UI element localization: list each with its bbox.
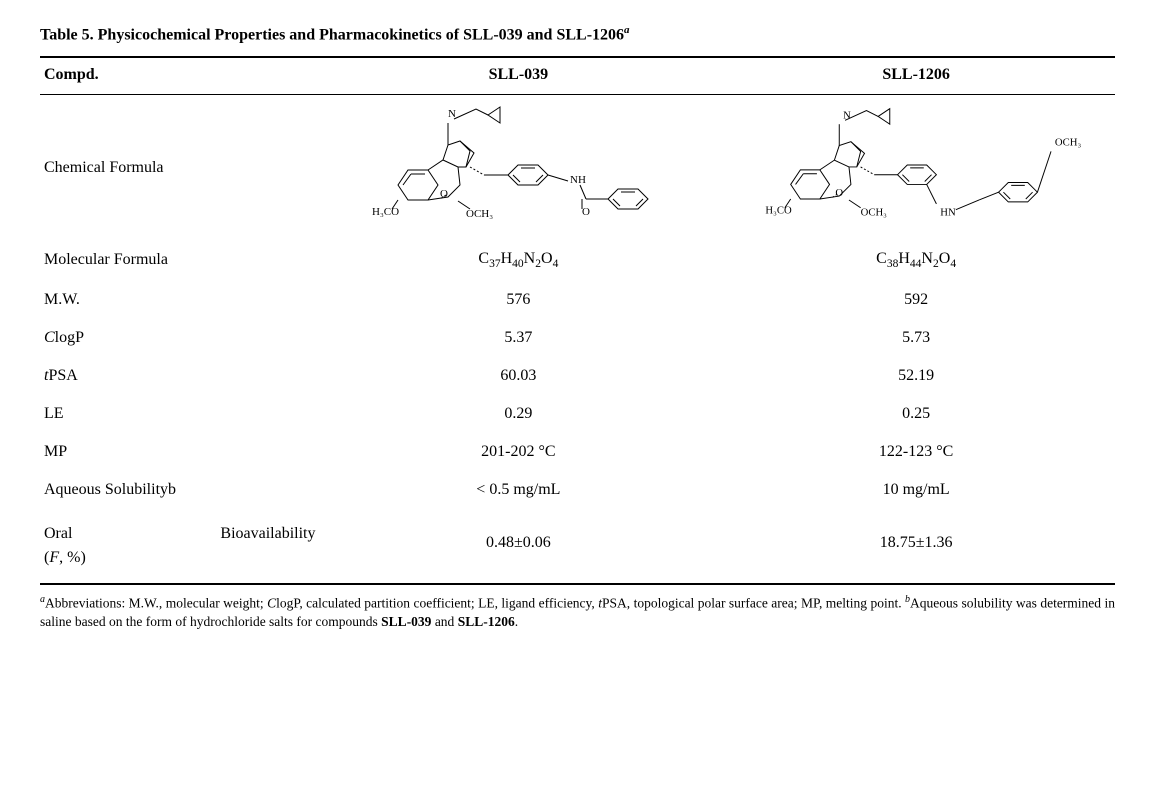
- table-row: M.W.576592: [40, 281, 1115, 319]
- table-row: Aqueous Solubilityb< 0.5 mg/mL10 mg/mL: [40, 471, 1115, 509]
- row-value-sll1206: 0.25: [717, 395, 1115, 433]
- row-label: tPSA: [40, 357, 320, 395]
- row-value-sll039: 201-202 °C: [320, 433, 718, 471]
- table-row: Molecular FormulaC37H40N2O4C38H44N2O4: [40, 240, 1115, 280]
- table-row: Chemical Formula: [40, 95, 1115, 241]
- svg-text:O: O: [835, 187, 843, 199]
- row-label: M.W.: [40, 281, 320, 319]
- svg-text:N: N: [448, 108, 456, 120]
- table-row: LE0.290.25: [40, 395, 1115, 433]
- row-value-sll1206: 122-123 °C: [717, 433, 1115, 471]
- structure-sll039: H₃CO OCH₃ N O NH O: [348, 105, 688, 225]
- row-label: Aqueous Solubilityb: [40, 471, 320, 509]
- caption-text: Table 5. Physicochemical Properties and …: [40, 26, 624, 43]
- properties-table: Compd. SLL-039 SLL-1206 Chemical Formula: [40, 56, 1115, 585]
- table-row: MP201-202 °C122-123 °C: [40, 433, 1115, 471]
- svg-text:H₃CO: H₃CO: [766, 205, 793, 217]
- col-sll1206: SLL-1206: [717, 57, 1115, 95]
- row-value-sll039: 0.29: [320, 395, 718, 433]
- svg-text:H₃CO: H₃CO: [372, 206, 399, 218]
- row-value-sll039: 576: [320, 281, 718, 319]
- table-row: OralBioavailability(F, %)0.48±0.0618.75±…: [40, 509, 1115, 584]
- row-label: MP: [40, 433, 320, 471]
- svg-text:O: O: [582, 206, 590, 218]
- row-value-sll039: 5.37: [320, 319, 718, 357]
- row-value-sll1206: 10 mg/mL: [717, 471, 1115, 509]
- table-row: ClogP5.375.73: [40, 319, 1115, 357]
- row-value-sll1206: 52.19: [717, 357, 1115, 395]
- row-value-sll1206: C38H44N2O4: [717, 240, 1115, 280]
- col-compd: Compd.: [40, 57, 320, 95]
- row-value-sll1206: 592: [717, 281, 1115, 319]
- row-value-sll039: H₃CO OCH₃ N O NH O: [320, 95, 718, 241]
- structure-svg: H₃CO OCH₃ N O HN OCH₃: [746, 105, 1086, 225]
- table-header-row: Compd. SLL-039 SLL-1206: [40, 57, 1115, 95]
- svg-text:OCH₃: OCH₃: [861, 207, 888, 219]
- row-value-sll039: 60.03: [320, 357, 718, 395]
- structure-svg: H₃CO OCH₃ N O NH O: [348, 105, 688, 225]
- table-row: tPSA60.0352.19: [40, 357, 1115, 395]
- table-footnote: aAbbreviations: M.W., molecular weight; …: [40, 593, 1115, 631]
- row-label: ClogP: [40, 319, 320, 357]
- svg-text:OCH₃: OCH₃: [466, 208, 493, 220]
- col-sll039: SLL-039: [320, 57, 718, 95]
- row-label: LE: [40, 395, 320, 433]
- structure-sll1206: H₃CO OCH₃ N O HN OCH₃: [746, 105, 1086, 225]
- row-value-sll1206: 18.75±1.36: [717, 509, 1115, 584]
- svg-text:HN: HN: [940, 207, 956, 219]
- svg-text:OCH₃: OCH₃: [1055, 137, 1082, 149]
- row-label: OralBioavailability(F, %): [40, 509, 320, 584]
- svg-text:N: N: [843, 110, 851, 122]
- row-value-sll039: C37H40N2O4: [320, 240, 718, 280]
- row-label: Molecular Formula: [40, 240, 320, 280]
- row-value-sll039: 0.48±0.06: [320, 509, 718, 584]
- table-caption: Table 5. Physicochemical Properties and …: [40, 24, 1115, 44]
- row-label: Chemical Formula: [40, 95, 320, 241]
- svg-text:O: O: [440, 188, 448, 200]
- row-value-sll1206: 5.73: [717, 319, 1115, 357]
- caption-sup: a: [624, 24, 630, 36]
- row-value-sll1206: H₃CO OCH₃ N O HN OCH₃: [717, 95, 1115, 241]
- row-value-sll039: < 0.5 mg/mL: [320, 471, 718, 509]
- svg-text:NH: NH: [570, 174, 586, 186]
